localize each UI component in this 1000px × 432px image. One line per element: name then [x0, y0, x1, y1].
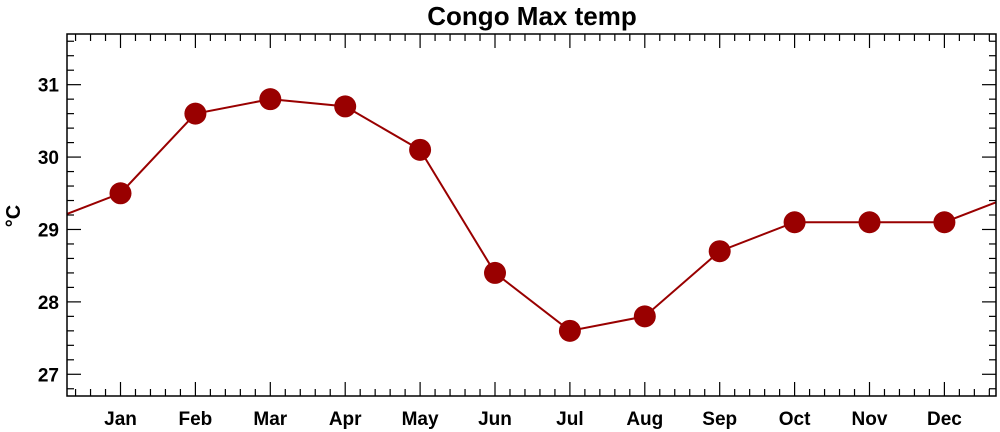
x-tick-label: May: [402, 409, 439, 430]
x-tick-labels: Jan Feb Mar Apr May Jun Jul Aug Sep Oct Nov Dec: [104, 409, 962, 430]
x-tick-label: Dec: [927, 409, 962, 430]
plot-frame: [66, 33, 997, 397]
axis-ticks: [67, 34, 996, 396]
data-point-jul: [558, 319, 581, 342]
y-tick-label: 31: [38, 76, 60, 97]
data-point-jun: [484, 261, 506, 284]
data-point-mar: [259, 88, 282, 111]
data-point-sep: [708, 240, 731, 263]
x-tick-label: Nov: [852, 409, 888, 430]
data-point-feb: [184, 102, 207, 125]
x-tick-label: Jan: [104, 409, 137, 430]
x-tick-label: Feb: [179, 409, 213, 430]
y-tick-label: 29: [38, 220, 59, 241]
plot-area: [66, 88, 997, 342]
y-tick-label: 27: [38, 365, 59, 386]
x-tick-label: Jul: [556, 409, 583, 430]
data-point-nov: [858, 211, 881, 234]
y-tick-labels: 27 28 29 30 31: [38, 76, 60, 387]
chart-title: Congo Max temp: [427, 1, 636, 31]
series-line: [66, 98, 997, 332]
data-point-dec: [933, 211, 956, 234]
x-tick-label: Apr: [329, 409, 362, 430]
y-tick-label: 30: [38, 148, 59, 169]
data-point-oct: [783, 211, 806, 234]
x-tick-label: Mar: [253, 409, 287, 430]
data-point-apr: [334, 95, 357, 118]
data-point-jan: [109, 182, 132, 205]
x-tick-label: Jun: [478, 409, 512, 430]
data-point-may: [409, 138, 432, 161]
y-tick-label: 28: [38, 293, 59, 314]
y-axis-label: °C: [3, 205, 25, 227]
x-tick-label: Sep: [702, 409, 737, 430]
x-tick-label: Oct: [779, 409, 811, 430]
x-tick-label: Aug: [626, 409, 663, 430]
data-point-aug: [633, 305, 656, 328]
